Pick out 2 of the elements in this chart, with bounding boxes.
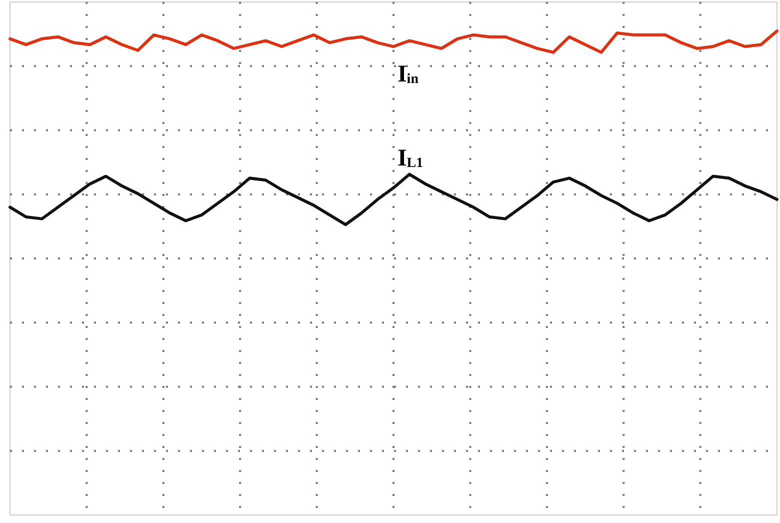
series-label: IL1 bbox=[397, 145, 424, 172]
series-label: Iin bbox=[397, 61, 419, 88]
